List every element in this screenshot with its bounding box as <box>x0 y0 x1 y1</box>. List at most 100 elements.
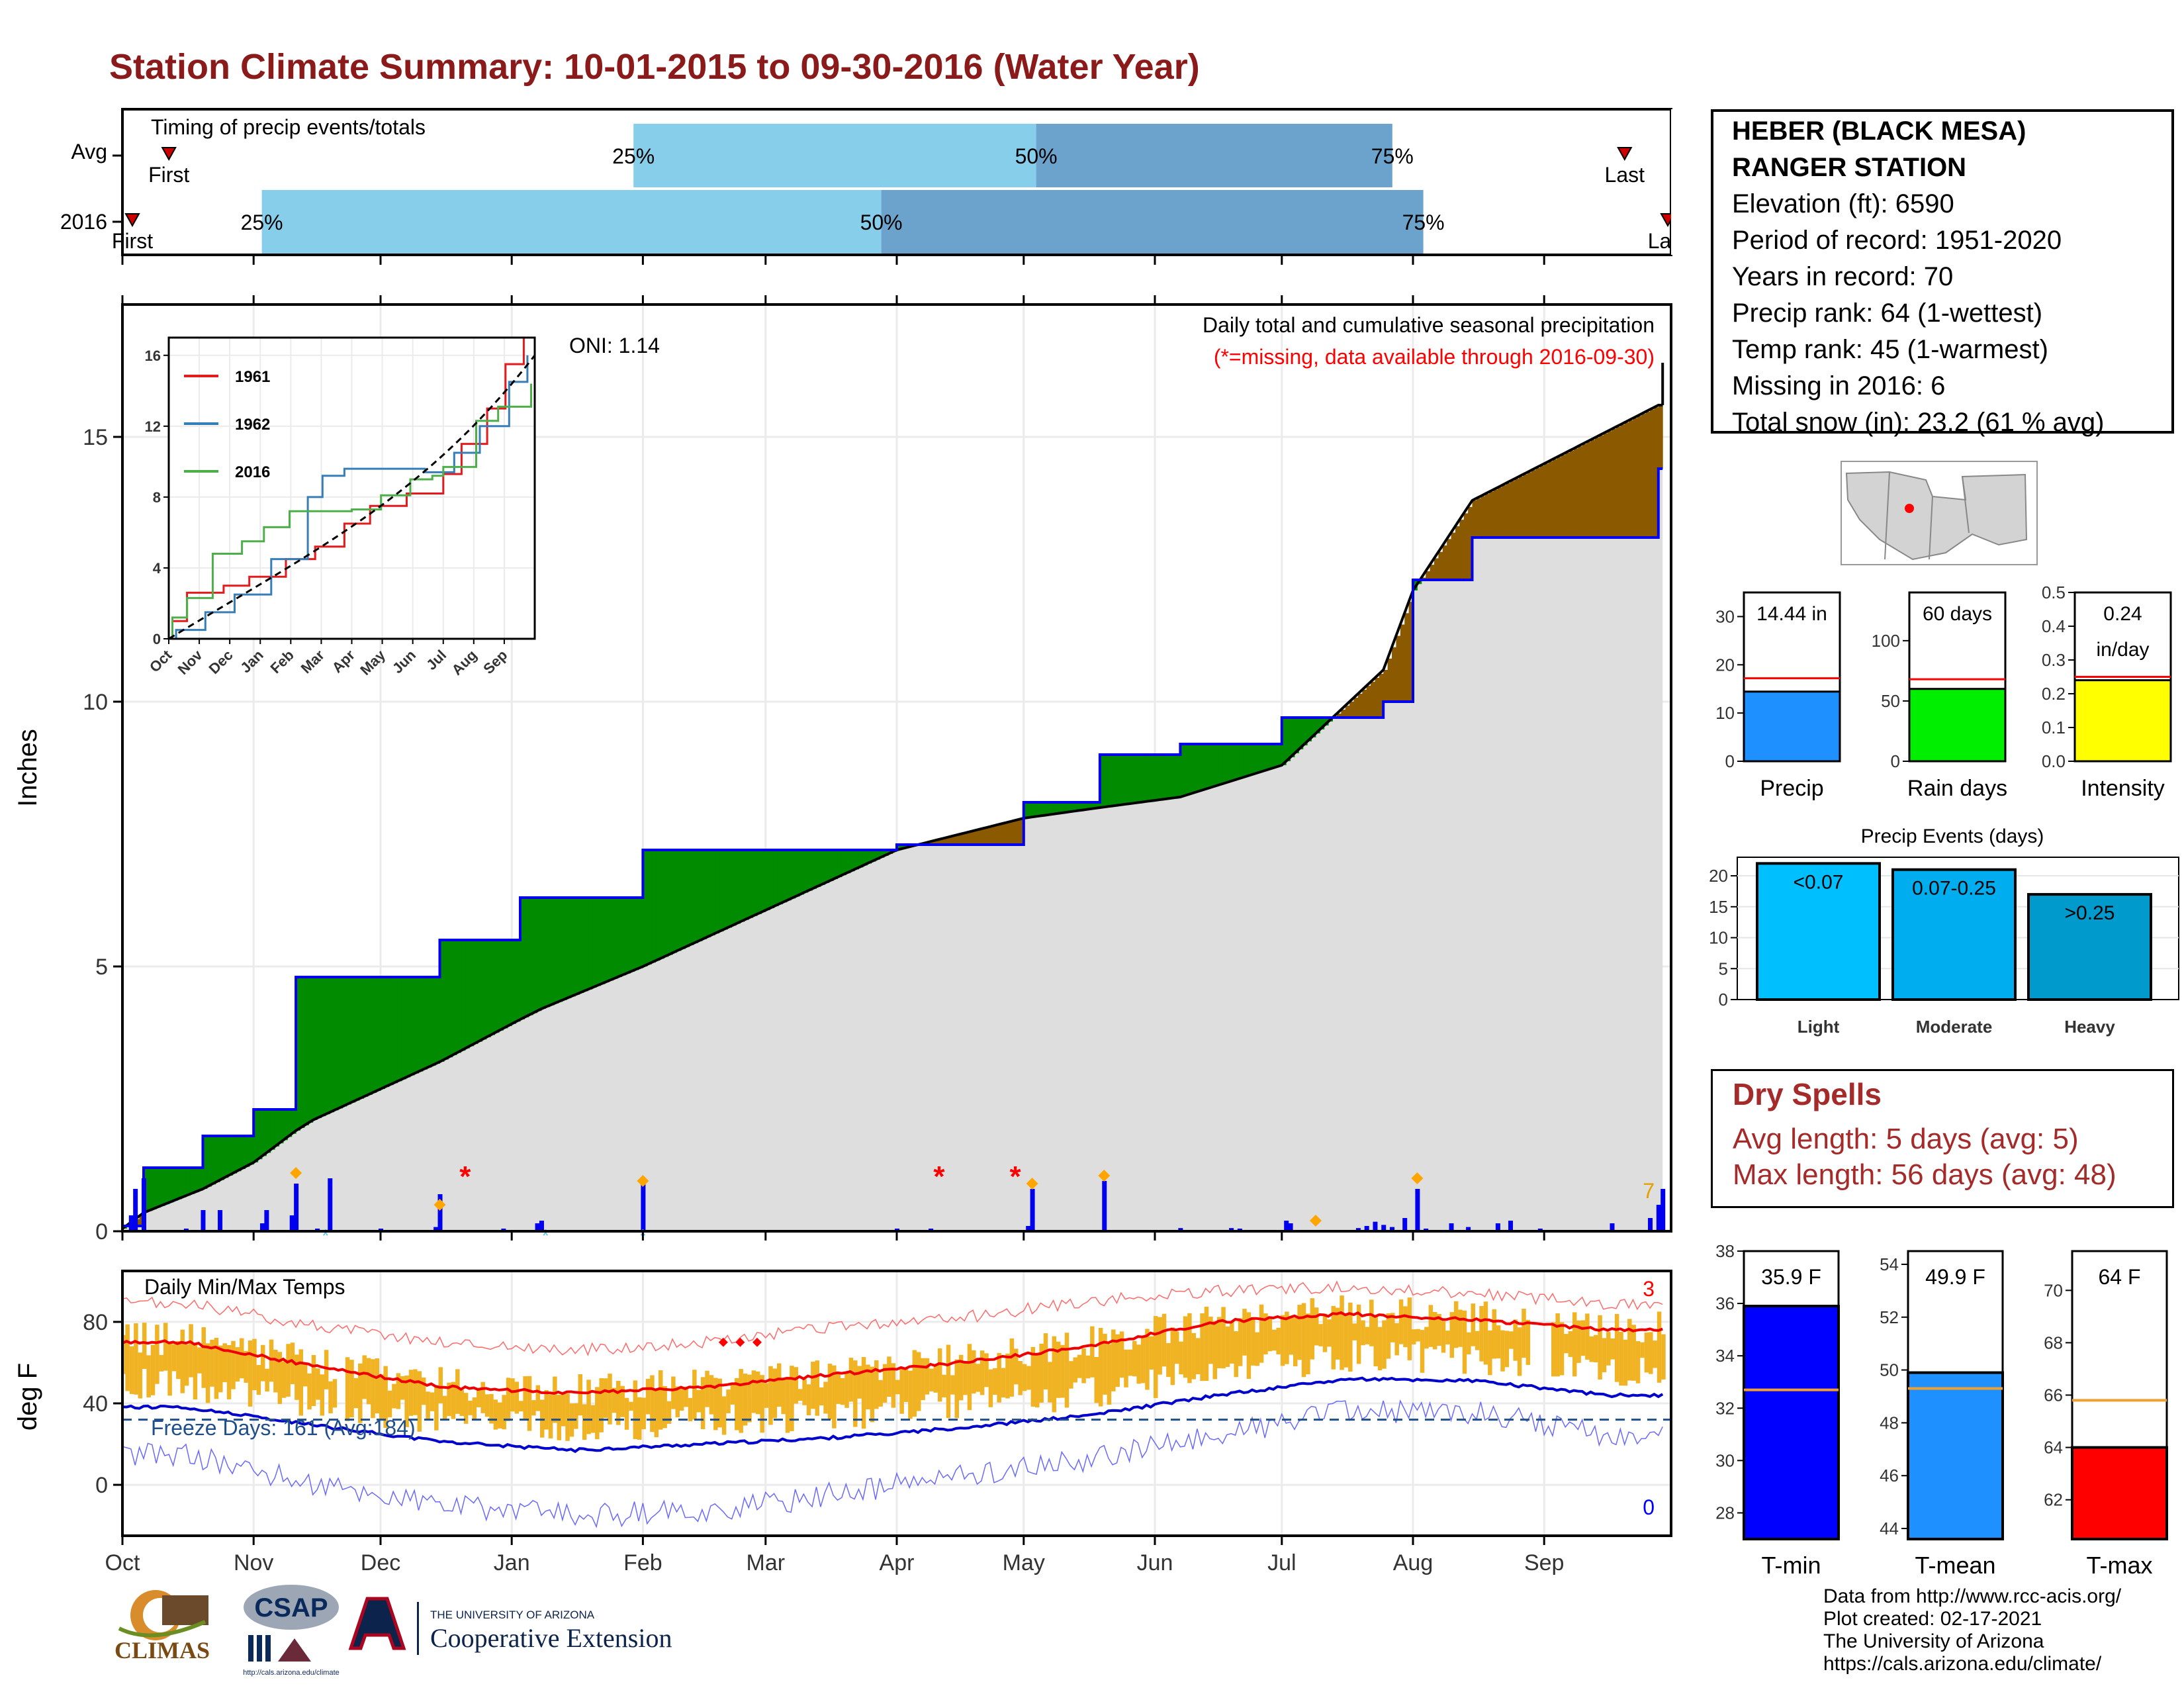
below-avg-fill <box>1011 821 1016 845</box>
timing-bar-q2-1 <box>881 190 1424 254</box>
below-avg-fill <box>1493 489 1498 538</box>
daily-temp-bar <box>895 1380 900 1395</box>
daily-temp-bar <box>1103 1333 1107 1395</box>
daily-temp-bar <box>1492 1309 1496 1359</box>
station-missing: Missing in 2016: 6 <box>1732 371 1946 400</box>
above-avg-fill <box>549 898 555 1006</box>
first-label: First <box>148 163 189 187</box>
above-avg-fill <box>194 1168 199 1193</box>
below-avg-fill <box>981 829 986 845</box>
below-avg-fill <box>1455 526 1460 580</box>
daily-precip-bar <box>201 1210 206 1231</box>
above-avg-fill <box>575 898 580 995</box>
daily-temp-bar <box>332 1379 338 1408</box>
below-avg-fill <box>1510 481 1515 538</box>
csap-logo: CSAP http://cals.arizona.edu/climate <box>243 1585 340 1677</box>
above-avg-fill <box>351 977 356 1103</box>
above-avg-fill <box>385 977 390 1088</box>
daily-temp-bar <box>210 1339 214 1387</box>
daily-temp-bar <box>1280 1315 1285 1366</box>
daily-temp-bar <box>776 1363 782 1407</box>
below-avg-fill <box>1633 418 1638 538</box>
above-avg-fill <box>1281 718 1287 765</box>
snow-marker <box>290 1167 302 1179</box>
daily-temp-bar <box>281 1361 287 1398</box>
above-avg-fill <box>1290 718 1295 757</box>
below-avg-fill <box>1357 694 1363 718</box>
below-avg-fill <box>973 831 978 845</box>
event-bar-label: Heavy <box>2064 1017 2115 1037</box>
below-avg-fill <box>994 825 999 845</box>
credits-line-3: The University of Arizona <box>1823 1630 2044 1652</box>
daily-temp-bar <box>265 1368 269 1392</box>
above-avg-fill <box>1286 718 1291 761</box>
daily-temp-bar <box>518 1401 523 1412</box>
events-tick-label: 10 <box>1709 928 1728 948</box>
above-avg-fill <box>625 898 631 974</box>
daily-temp-bar <box>477 1389 481 1407</box>
daily-temp-bar <box>608 1374 612 1425</box>
climas-logo-text: CLIMAS <box>114 1637 210 1664</box>
daily-temp-bar <box>882 1364 887 1403</box>
daily-temp-bar <box>874 1360 879 1409</box>
above-avg-fill <box>634 898 639 970</box>
daily-temp-bar <box>1085 1355 1091 1379</box>
above-avg-fill <box>782 850 788 903</box>
above-avg-fill <box>308 977 314 1123</box>
event-bar-label: Moderate <box>1916 1017 1993 1037</box>
daily-temp-bar <box>993 1368 997 1395</box>
below-avg-fill <box>1539 465 1545 538</box>
above-avg-fill <box>1307 718 1312 741</box>
daily-temp-bar <box>751 1370 756 1413</box>
daily-temp-bar <box>1124 1349 1128 1387</box>
daily-temp-bar <box>353 1378 359 1409</box>
daily-temp-bar <box>1140 1336 1146 1383</box>
inset-ytick-label: 4 <box>153 560 161 577</box>
daily-precip-bar <box>294 1184 299 1231</box>
above-avg-fill <box>710 850 715 936</box>
above-avg-fill <box>228 1136 233 1176</box>
inset-legend-label: 1962 <box>235 416 270 434</box>
daily-temp-bar <box>984 1353 989 1387</box>
timing-clip <box>1671 109 1681 255</box>
below-avg-fill <box>1612 429 1617 538</box>
below-avg-fill <box>1502 485 1507 538</box>
above-avg-fill <box>795 850 800 897</box>
event-bar-1 <box>1891 868 2017 1002</box>
above-avg-fill <box>816 850 821 887</box>
missing-marker: * <box>1009 1160 1021 1193</box>
above-avg-fill <box>1265 744 1270 771</box>
daily-temp-bar <box>404 1376 409 1427</box>
daily-temp-bar <box>929 1368 934 1391</box>
daily-temp-bar <box>887 1356 891 1397</box>
above-avg-fill <box>698 850 703 941</box>
daily-temp-bar <box>472 1397 477 1420</box>
month-label: Nov <box>234 1550 273 1575</box>
mini-bar-tick-label: 0.1 <box>2042 718 2066 737</box>
daily-temp-bar <box>1255 1332 1259 1366</box>
first-marker-1 <box>124 213 140 228</box>
daily-temp-bar <box>184 1344 189 1386</box>
first-marker-0 <box>161 147 177 162</box>
below-avg-fill <box>1654 407 1659 538</box>
daily-precip-bar <box>1178 1228 1183 1231</box>
mini-bar-label: Rain days <box>1907 776 2007 801</box>
precip-ytick-label: 15 <box>83 425 108 450</box>
timing-bar-q2-0 <box>1036 124 1392 187</box>
temp-bar-tick-label: 28 <box>1715 1503 1735 1523</box>
daily-temp-bar <box>311 1354 316 1407</box>
daily-temp-bar <box>1043 1333 1048 1390</box>
above-avg-fill <box>570 898 576 997</box>
daily-temp-bar <box>1069 1361 1073 1389</box>
below-avg-fill <box>1349 702 1354 718</box>
daily-temp-bar <box>366 1358 371 1405</box>
cumulative-base-area <box>122 469 1663 1231</box>
daily-temp-bar <box>1234 1331 1238 1378</box>
above-avg-fill <box>1244 744 1249 777</box>
daily-temp-bar <box>1018 1360 1023 1395</box>
below-avg-fill <box>1489 491 1494 538</box>
daily-temp-bar <box>756 1371 760 1415</box>
daily-temp-bar <box>379 1374 384 1419</box>
above-avg-fill <box>148 1168 153 1211</box>
